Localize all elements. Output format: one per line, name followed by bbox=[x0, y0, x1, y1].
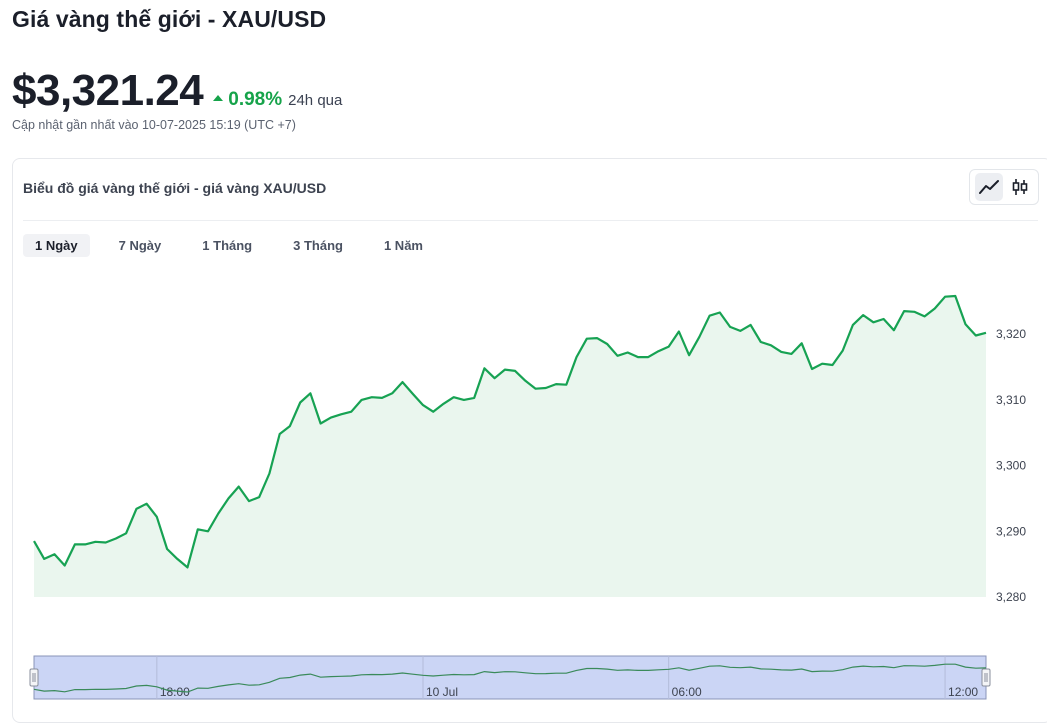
navigator-time-label: 18:00 bbox=[160, 685, 190, 699]
navigator-time-label: 10 Jul bbox=[426, 685, 458, 699]
chart-type-toggle bbox=[969, 169, 1039, 205]
candlestick-chart-icon bbox=[1012, 179, 1027, 195]
range-tab-1m[interactable]: 1 Tháng bbox=[202, 238, 253, 253]
time-range-tabs: 1 Ngày 7 Ngày 1 Tháng 3 Tháng 1 Năm bbox=[23, 234, 452, 257]
y-tick-label: 3,300 bbox=[996, 459, 1026, 473]
navigator-handle-right[interactable] bbox=[981, 668, 991, 687]
handle-body bbox=[981, 668, 991, 687]
range-tab-7d[interactable]: 7 Ngày bbox=[118, 238, 162, 253]
price-line bbox=[33, 294, 987, 569]
price-summary: $3,321.24 0.98% 24h qua bbox=[12, 66, 342, 116]
chart-card-title: Biểu đồ giá vàng thế giới - giá vàng XAU… bbox=[23, 180, 327, 196]
line-chart-button[interactable] bbox=[974, 173, 1003, 201]
change-period: 24h qua bbox=[288, 92, 343, 109]
current-price: $3,321.24 bbox=[12, 66, 204, 115]
y-tick-label: 3,320 bbox=[996, 327, 1026, 341]
y-tick-label: 3,290 bbox=[996, 524, 1026, 538]
y-tick-label: 3,310 bbox=[996, 393, 1026, 407]
candlestick-chart-button[interactable] bbox=[1006, 173, 1034, 201]
line-chart-icon bbox=[978, 180, 999, 194]
chart-card-header: Biểu đồ giá vàng thế giới - giá vàng XAU… bbox=[23, 159, 1039, 221]
last-updated: Cập nhật gần nhất vào 10-07-2025 15:19 (… bbox=[12, 118, 296, 132]
change-percent: 0.98% bbox=[228, 89, 283, 110]
page-title: Giá vàng thế giới - XAU/USD bbox=[12, 6, 327, 32]
handle-body bbox=[29, 668, 39, 687]
caret-up-icon bbox=[213, 95, 224, 101]
range-tab-1y[interactable]: 1 Năm bbox=[383, 238, 423, 253]
price-change: 0.98% 24h qua bbox=[213, 89, 342, 111]
navigator-time-label: 06:00 bbox=[672, 685, 702, 699]
navigator-handle-left[interactable] bbox=[29, 668, 39, 687]
range-tab-3m[interactable]: 3 Tháng bbox=[293, 238, 343, 253]
navigator-window bbox=[33, 655, 987, 700]
navigator-time-label: 12:00 bbox=[948, 685, 978, 699]
y-tick-label: 3,280 bbox=[996, 590, 1026, 604]
price-area bbox=[34, 296, 986, 597]
navigator-line bbox=[33, 663, 987, 693]
range-tab-1d[interactable]: 1 Ngày bbox=[23, 234, 90, 257]
